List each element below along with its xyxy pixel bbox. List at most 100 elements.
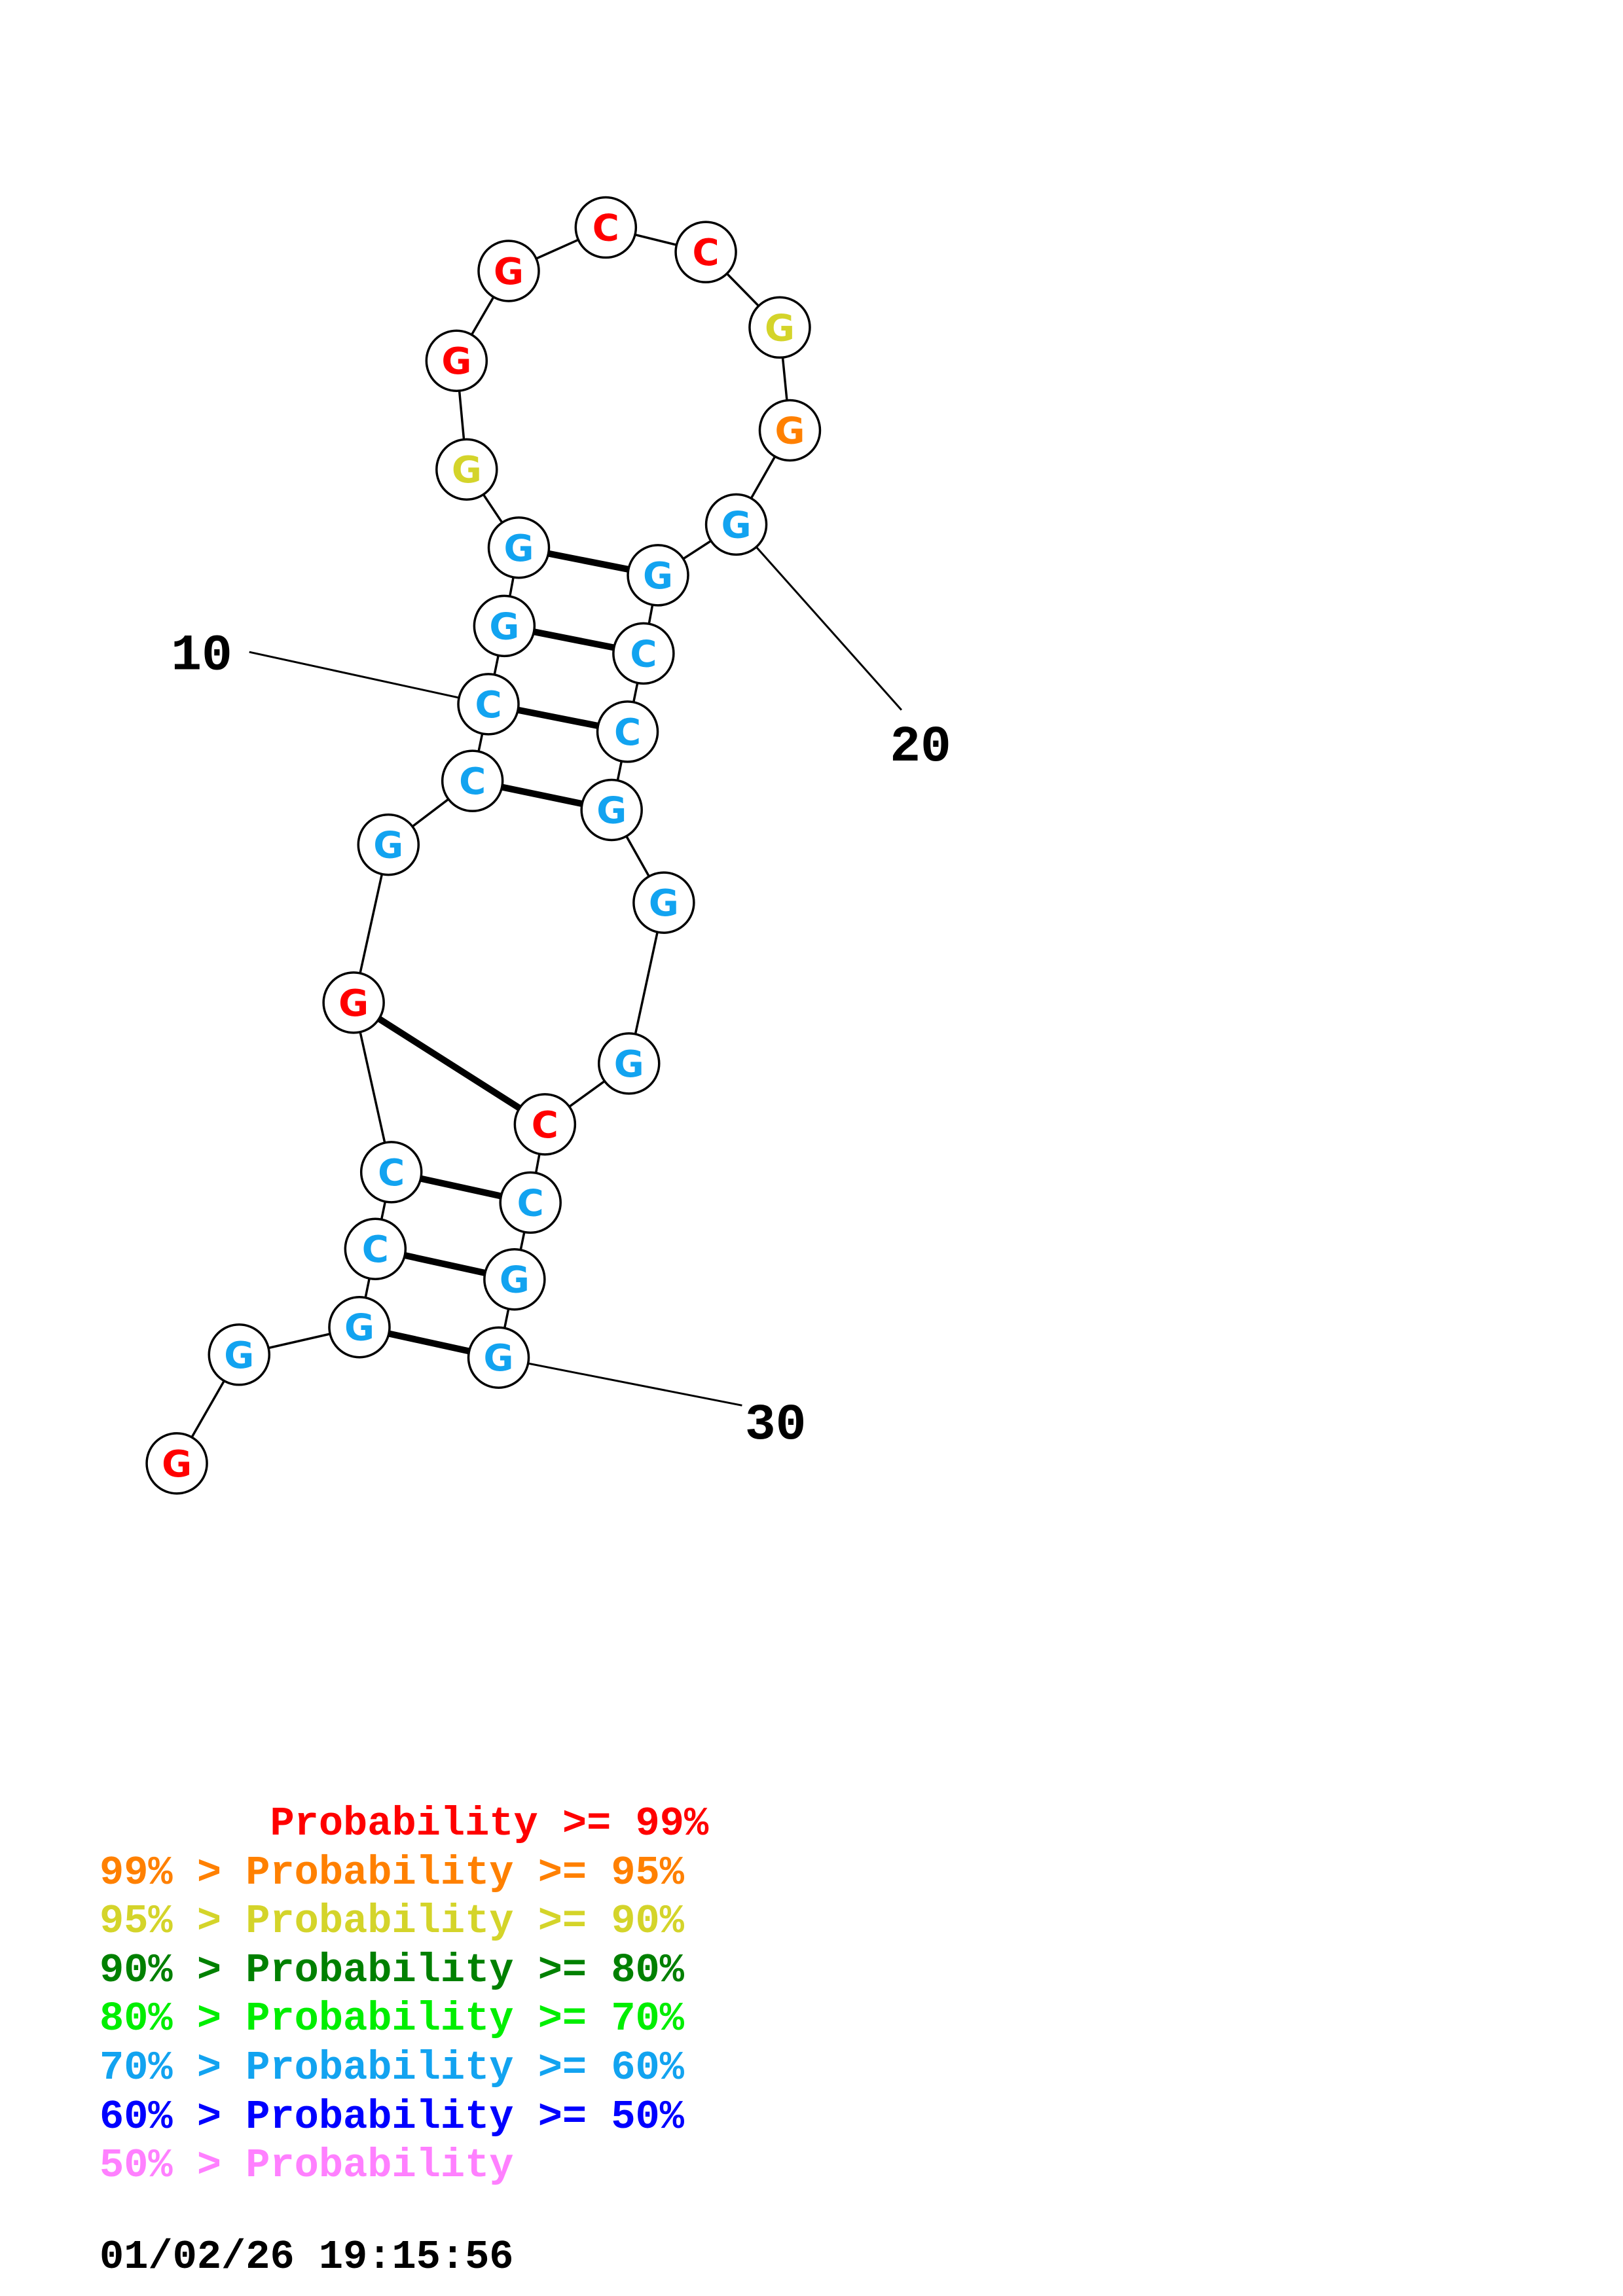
nucleotide-letter: G (721, 504, 752, 547)
nucleotide-letter: G (775, 410, 805, 452)
legend-row-orange: 99% > Probability >= 95% (100, 1850, 684, 1896)
nucleotide-circle (596, 700, 659, 763)
nucleotide-letter: C (693, 232, 720, 274)
legend-row-dark_green: 90% > Probability >= 80% (100, 1947, 684, 1994)
nucleotide-letter: C (532, 1104, 558, 1147)
legend-row-blue: 60% > Probability >= 50% (100, 2094, 684, 2140)
nucleotide-17: G (748, 296, 811, 359)
nucleotide-circle (499, 1171, 562, 1234)
nucleotide-7: G (357, 813, 420, 876)
nucleotide-29: G (467, 1326, 530, 1389)
nucleotide-12: G (435, 438, 498, 501)
nucleotide-circle (357, 813, 420, 876)
nucleotide-letter: G (338, 982, 369, 1025)
nucleotide-4: C (344, 1217, 407, 1280)
nucleotide-circle (612, 622, 675, 685)
position-label-20: 20 (890, 719, 951, 776)
position-label-leader-line (249, 651, 489, 706)
nucleotide-16: C (674, 221, 737, 283)
nucleotide-3: G (328, 1295, 391, 1359)
base-pair-bond (352, 999, 547, 1128)
nucleotide-letter: C (378, 1152, 405, 1194)
nucleotide-circle (477, 240, 540, 302)
legend-row-green: 80% > Probability >= 70% (100, 1996, 684, 2042)
nucleotide-27: C (499, 1171, 562, 1234)
nucleotide-letter: G (614, 1043, 644, 1086)
nucleotide-letter: G (500, 1259, 530, 1302)
nucleotide-circle (467, 1326, 530, 1389)
legend-row-pink: 50% > Probability (100, 2142, 514, 2189)
nucleotide-letter: G (504, 528, 534, 570)
nucleotide-26: C (513, 1093, 577, 1156)
nucleotide-circle (441, 749, 504, 812)
nucleotide-letter: G (494, 251, 524, 293)
nucleotide-letter: G (162, 1443, 192, 1486)
nucleotide-circle (632, 871, 695, 934)
nucleotide-5: C (359, 1141, 423, 1204)
nucleotide-letter: C (517, 1182, 544, 1225)
nucleotide-circle (145, 1432, 208, 1495)
position-label-layer: 10 20 30 (171, 524, 951, 1454)
nucleotide-circle (359, 1141, 423, 1204)
legend-row-red: Probability >= 99% (100, 1801, 709, 1847)
timestamp: 01/02/26 19:15:56 (100, 2234, 514, 2280)
nucleotide-circle (758, 399, 822, 462)
nucleotide-13: G (425, 329, 488, 392)
nucleotide-circle (748, 296, 811, 359)
nucleotide-circle (574, 196, 638, 259)
nucleotide-circle (322, 971, 385, 1034)
nucleotide-circle (704, 493, 768, 556)
nucleotide-letter: G (765, 307, 795, 350)
nucleotide-letter: C (630, 633, 657, 675)
nucleotide-28: G (483, 1247, 546, 1311)
nucleotide-circle (674, 221, 737, 283)
nucleotide-circle (473, 594, 536, 658)
nucleotide-letter: C (614, 711, 641, 754)
nucleotide-23: G (580, 778, 643, 842)
nucleotide-letter: G (596, 789, 627, 832)
nucleotide-1: G (145, 1432, 208, 1495)
nucleotide-2: G (208, 1323, 271, 1386)
nucleotide-circle (580, 778, 643, 842)
nucleotide-circle (513, 1093, 577, 1156)
nucleotide-9: C (457, 673, 520, 736)
nucleotide-20: G (627, 544, 689, 607)
nucleotide-11: G (487, 516, 551, 579)
nucleotide-circle (425, 329, 488, 392)
nucleotide-circle (208, 1323, 271, 1386)
nucleotide-6: G (322, 971, 385, 1034)
nucleotide-22: C (596, 700, 659, 763)
nucleotide-letter: C (475, 684, 501, 726)
nucleotide-21: C (612, 622, 675, 685)
nucleotide-circle (597, 1032, 661, 1095)
position-label-leader-line (735, 524, 903, 711)
nucleotide-circle (627, 544, 689, 607)
legend-row-cyan: 70% > Probability >= 60% (100, 2045, 684, 2091)
nucleotide-letter: C (362, 1229, 389, 1271)
nucleotide-letter: G (643, 555, 673, 598)
position-label-30: 30 (745, 1397, 807, 1454)
nucleotide-24: G (632, 871, 695, 934)
nucleotide-letter: G (224, 1335, 254, 1377)
nucleotide-letter: G (489, 605, 519, 648)
nucleotide-circle (487, 516, 551, 579)
nucleotide-letter: C (459, 761, 486, 803)
nucleotide-letter: G (452, 449, 482, 492)
nucleotide-letter: G (484, 1337, 514, 1380)
nucleotide-letter: G (649, 882, 679, 925)
nucleotide-circle (483, 1247, 546, 1311)
nucleotide-circle (344, 1217, 407, 1280)
nucleotide-25: G (597, 1032, 661, 1095)
nucleotide-10: G (473, 594, 536, 658)
nucleotide-circle (457, 673, 520, 736)
nucleotide-letter: C (593, 207, 619, 250)
nucleotide-19: G (704, 493, 768, 556)
nucleotide-8: C (441, 749, 504, 812)
position-label-leader-line (498, 1356, 742, 1407)
nucleotide-18: G (758, 399, 822, 462)
nucleotide-circle (328, 1295, 391, 1359)
nucleotide-circle (435, 438, 498, 501)
nucleotide-letter: G (441, 340, 471, 383)
